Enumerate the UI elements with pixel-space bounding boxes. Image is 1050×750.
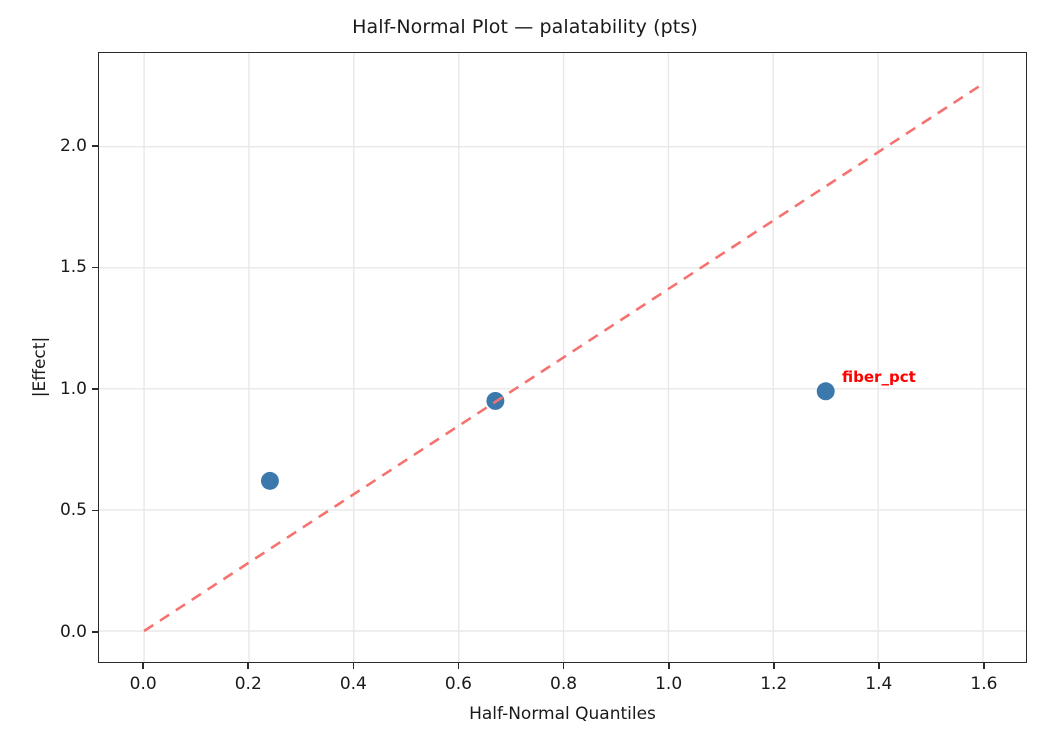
y-axis-label: |Effect| bbox=[30, 336, 50, 398]
x-tick-mark bbox=[352, 663, 355, 669]
x-tick-label: 1.2 bbox=[760, 674, 788, 694]
x-tick-label: 1.0 bbox=[655, 674, 683, 694]
x-tick-mark bbox=[142, 663, 145, 669]
y-tick-label: 0.0 bbox=[59, 621, 87, 642]
y-tick-mark bbox=[92, 509, 98, 512]
x-axis-label: Half-Normal Quantiles bbox=[469, 704, 656, 724]
y-tick-mark bbox=[92, 631, 98, 633]
data-point bbox=[816, 382, 835, 401]
x-tick-mark bbox=[667, 663, 670, 669]
data-layer bbox=[143, 82, 984, 633]
y-tick-label: 1.0 bbox=[59, 378, 87, 399]
x-tick-label: 1.6 bbox=[970, 674, 998, 694]
x-tick-label: 0.0 bbox=[129, 674, 157, 694]
x-tick-label: 0.4 bbox=[339, 674, 367, 694]
x-tick-label: 0.8 bbox=[550, 674, 578, 694]
y-tick-label: 1.5 bbox=[59, 257, 87, 278]
x-tick-mark bbox=[772, 663, 775, 669]
x-tick-mark bbox=[562, 663, 565, 669]
x-tick-mark bbox=[247, 663, 250, 669]
x-tick-mark bbox=[983, 663, 985, 669]
x-tick-label: 0.2 bbox=[234, 674, 262, 694]
reference-line bbox=[143, 82, 984, 633]
y-tick-label: 0.5 bbox=[59, 500, 87, 521]
point-label-fiber_pct: fiber_pct bbox=[842, 367, 916, 386]
x-tick-mark bbox=[878, 663, 880, 669]
x-tick-label: 1.4 bbox=[865, 674, 893, 694]
plot-area bbox=[98, 52, 1027, 663]
data-point bbox=[260, 471, 279, 490]
y-tick-mark bbox=[92, 266, 98, 269]
x-tick-label: 0.6 bbox=[444, 674, 472, 694]
y-tick-mark bbox=[92, 388, 98, 390]
y-tick-label: 2.0 bbox=[59, 136, 87, 157]
chart-title: Half-Normal Plot — palatability (pts) bbox=[352, 16, 698, 38]
x-tick-mark bbox=[457, 663, 460, 669]
y-tick-mark bbox=[92, 145, 98, 147]
